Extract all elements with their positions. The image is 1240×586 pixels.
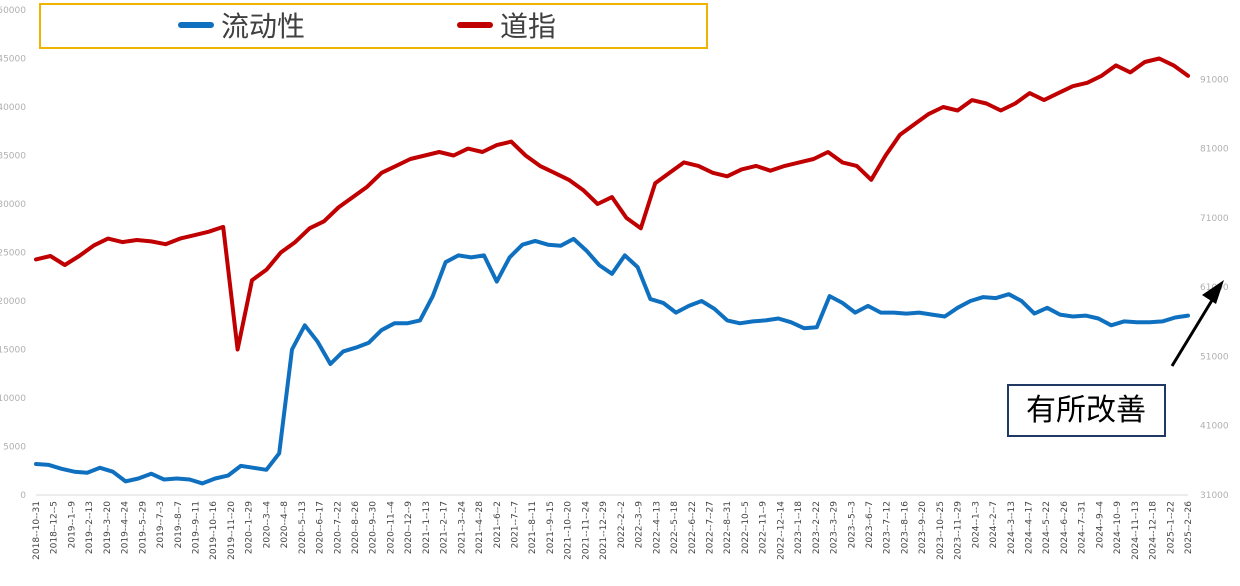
- x-tick-label: 2023--9--20: [918, 501, 928, 554]
- x-tick-label: 2022--8--31: [723, 501, 733, 554]
- annotation-text: 有所改善: [1026, 393, 1146, 428]
- left-tick-label: 5000: [3, 443, 26, 453]
- x-tick-label: 2019--5--29: [138, 501, 148, 554]
- x-tick-label: 2023--6--7: [865, 501, 875, 548]
- legend-label-dow: 道指: [500, 10, 556, 43]
- right-tick-label: 51000: [1200, 352, 1229, 362]
- x-tick-label: 2024--9--4: [1095, 501, 1105, 549]
- left-tick-label: 15000: [0, 346, 26, 356]
- x-tick-label: 2024--5--22: [1042, 501, 1052, 554]
- legend-label-liquidity: 流动性: [221, 10, 305, 43]
- x-tick-label: 2025--2--26: [1184, 501, 1194, 554]
- left-tick-label: 35000: [0, 152, 26, 162]
- x-tick-label: 2023--3--29: [830, 501, 840, 554]
- series-layer: [34, 56, 1190, 486]
- legend: 流动性 道指: [39, 3, 708, 49]
- x-tick-label: 2021--7--7: [511, 501, 521, 548]
- x-tick-label: 2020--3--4: [262, 501, 272, 549]
- x-tick-label: 2020--12--9: [404, 501, 414, 554]
- x-tick-label: 2023--7--12: [883, 501, 893, 554]
- x-tick-label: 2019--2--13: [85, 501, 95, 554]
- x-tick-label: 2019--8--7: [174, 501, 184, 548]
- right-tick-label: 41000: [1200, 422, 1229, 432]
- annotation-arrow-shaft: [1170, 296, 1216, 367]
- x-tick-label: 2019--3--20: [103, 501, 113, 554]
- left-tick-label: 50000: [0, 6, 26, 16]
- x-tick-label: 2022--5--18: [670, 501, 680, 554]
- x-tick-label: 2018--12--5: [50, 501, 60, 554]
- x-tick-label: 2020--11--4: [386, 501, 396, 554]
- x-tick-label: 2024--3--13: [1007, 501, 1017, 554]
- x-tick-label: 2024--7--31: [1078, 501, 1088, 554]
- right-tick-label: 31000: [1200, 491, 1229, 501]
- x-tick-label: 2022--2--2: [617, 501, 627, 548]
- x-tick-label: 2024--1--3: [971, 501, 981, 548]
- x-tick-label: 2024--6--26: [1060, 501, 1070, 554]
- annotation-arrow-head: [1202, 280, 1224, 304]
- x-tick-label: 2022--11--9: [759, 501, 769, 554]
- x-tick-label: 2022--3--9: [635, 501, 645, 549]
- right-tick-label: 91000: [1200, 75, 1229, 85]
- x-tick-label: 2021--4--28: [475, 501, 485, 554]
- x-tick-label: 2021--1--13: [422, 501, 432, 554]
- x-tick-label: 2024--4--17: [1024, 501, 1034, 554]
- left-tick-label: 25000: [0, 249, 26, 259]
- x-tick-label: 2023--2--22: [812, 501, 822, 554]
- x-tick-label: 2020--9--30: [369, 501, 379, 554]
- series-line-dow: [34, 56, 1190, 352]
- x-tick-label: 2023--1--18: [794, 501, 804, 554]
- x-tick-label: 2021--11--24: [581, 501, 591, 560]
- x-tick-label: 2023--11--29: [954, 501, 964, 560]
- series-line-liquidity: [34, 236, 1190, 486]
- x-tick-label: 2020--6--17: [316, 501, 326, 554]
- legend-box: [39, 3, 708, 49]
- x-tick-label: 2020--8--26: [351, 501, 361, 554]
- x-tick-label: 2021--12--29: [599, 501, 609, 560]
- x-tick-label: 2024--11--13: [1131, 501, 1141, 560]
- right-tick-label: 81000: [1200, 145, 1229, 155]
- x-tick-label: 2020--5--13: [298, 501, 308, 554]
- x-tick-label: 2021--8--11: [528, 501, 538, 554]
- left-y-axis: 0 5000 10000 15000 20000 25000 30000 35000 40000…: [0, 6, 26, 501]
- x-tick-label: 2022--7--27: [705, 501, 715, 554]
- x-tick-label: 2022--12--14: [776, 501, 786, 560]
- x-tick-label: 2019--7--3: [156, 501, 166, 548]
- x-tick-label: 2025--1--22: [1166, 501, 1176, 554]
- x-tick-label: 2024--12--18: [1149, 501, 1159, 560]
- x-tick-label: 2021--2--17: [440, 501, 450, 554]
- x-tick-label: 2018--10--31: [32, 501, 42, 560]
- left-tick-label: 10000: [0, 394, 26, 404]
- x-tick-label: 2020--7--22: [333, 501, 343, 554]
- x-tick-label: 2019--1--9: [67, 501, 77, 549]
- x-tick-label: 2020--4--8: [280, 501, 290, 549]
- x-tick-label: 2019--11--20: [227, 501, 237, 560]
- x-tick-label: 2019--9--11: [192, 501, 202, 554]
- x-tick-label: 2021--3--24: [457, 501, 467, 554]
- x-tick-label: 2019--10--16: [209, 501, 219, 560]
- left-tick-label: 0: [20, 491, 26, 501]
- x-tick-label: 2022--10--5: [741, 501, 751, 554]
- x-tick-label: 2023--10--25: [936, 501, 946, 560]
- x-tick-label: 2021--6--2: [493, 501, 503, 548]
- x-tick-label: 2022--4--13: [652, 501, 662, 554]
- left-tick-label: 45000: [0, 55, 26, 65]
- right-tick-label: 71000: [1200, 214, 1229, 224]
- left-tick-label: 40000: [0, 103, 26, 113]
- left-tick-label: 30000: [0, 200, 26, 210]
- x-tick-label: 2023--8--16: [900, 501, 910, 554]
- x-tick-label: 2024--2--7: [989, 501, 999, 548]
- x-tick-label: 2023--5--3: [847, 501, 857, 548]
- x-tick-label: 2024--10--9: [1113, 501, 1123, 554]
- x-tick-label: 2022--6--22: [688, 501, 698, 554]
- x-tick-label: 2020--1--29: [245, 501, 255, 554]
- x-tick-label: 2021--10--20: [564, 501, 574, 560]
- annotation-box: [1007, 384, 1166, 437]
- annotation: 有所改善: [1007, 280, 1224, 437]
- left-tick-label: 20000: [0, 297, 26, 307]
- x-tick-label: 2019--4--24: [121, 501, 131, 554]
- x-tick-label: 2021--9--15: [546, 501, 556, 554]
- x-axis: 2018--10--31 2018--12--5 2019--1--9 2019--2…: [32, 494, 1194, 560]
